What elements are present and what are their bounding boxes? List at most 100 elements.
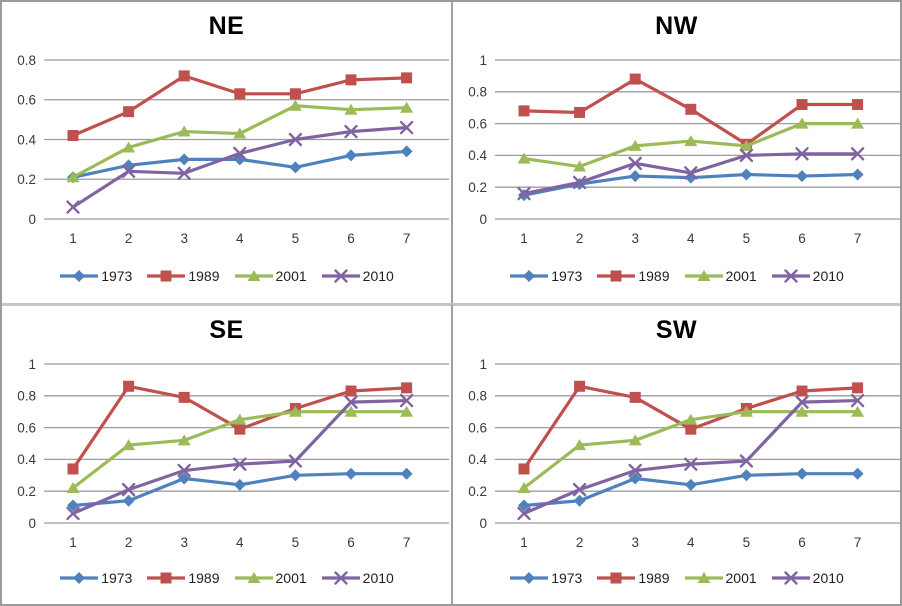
series-marker-x <box>344 395 358 409</box>
x-tick-label: 6 <box>347 535 355 550</box>
series-marker-x <box>572 482 587 497</box>
x-tick-label: 5 <box>743 535 751 550</box>
series-marker-square <box>685 103 697 115</box>
series-marker-x <box>66 506 80 521</box>
series-marker-x <box>739 454 754 468</box>
chart-plot-nw: 0 0.2 0.4 0.6 0.8 1 1 2 3 4 5 6 7 <box>468 53 900 246</box>
series-marker-square <box>67 463 79 475</box>
series-marker-triangle <box>66 171 80 183</box>
series-marker-triangle <box>739 405 753 417</box>
legend-item-1973: 1973 <box>509 570 582 586</box>
series-marker-triangle <box>344 103 358 115</box>
series-marker-x <box>684 166 698 180</box>
series-marker-triangle <box>697 572 710 583</box>
series-marker-square <box>123 106 135 118</box>
series-marker-x <box>399 120 414 135</box>
x-tick-label: 1 <box>520 535 528 550</box>
series-marker-x <box>572 175 587 190</box>
series-marker-diamond <box>796 467 808 480</box>
y-tick-label: 0.4 <box>17 452 36 467</box>
series-marker-triangle <box>739 139 753 151</box>
series-marker-square <box>178 391 190 403</box>
series-marker-triangle <box>122 141 136 153</box>
legend-item-1989: 1989 <box>146 268 220 284</box>
legend-swatch-triangle-icon <box>234 572 273 583</box>
y-tick-label: 0 <box>28 516 36 531</box>
y-tick-label: 0.6 <box>468 116 487 131</box>
legend-label: 1989 <box>638 267 670 284</box>
chart-title-sw: SW <box>655 316 698 344</box>
series-marker-triangle <box>573 160 587 172</box>
x-tick-label: 4 <box>236 535 244 550</box>
legend-swatch-square-icon <box>147 270 186 281</box>
legend-swatch-triangle-icon <box>234 269 273 281</box>
series-marker-triangle <box>177 434 191 446</box>
series-marker-x <box>850 393 865 408</box>
x-tick-label: 3 <box>631 231 639 246</box>
series-marker-square <box>178 70 190 82</box>
legend-item-2001: 2001 <box>684 268 757 284</box>
series-marker-square <box>518 463 530 475</box>
y-tick-label: 0.2 <box>468 180 487 195</box>
series-marker-x <box>517 506 531 521</box>
series-marker-square <box>852 382 864 394</box>
series-marker-diamond <box>684 478 697 491</box>
chart-plot-se: 0 0.2 0.4 0.6 0.8 1 1 2 3 4 5 6 7 <box>17 357 449 550</box>
chart-title-ne: NE <box>208 12 245 40</box>
x-tick-label: 6 <box>798 231 806 246</box>
legend-label: 2001 <box>275 267 307 284</box>
series-marker-square <box>401 72 413 84</box>
series-marker-triangle <box>628 434 642 446</box>
series-marker-square <box>685 423 697 435</box>
x-tick-label: 4 <box>687 231 695 246</box>
series-marker-diamond <box>740 168 753 181</box>
chart-title-nw: NW <box>655 12 698 40</box>
chart-title-se: SE <box>209 316 244 344</box>
y-tick-label: 0.2 <box>17 484 36 499</box>
legend-item-1989: 1989 <box>146 570 220 586</box>
series-marker-diamond <box>345 467 357 480</box>
series-marker-diamond <box>233 478 246 491</box>
legend-item-2010: 2010 <box>771 268 844 284</box>
series-marker-square <box>67 130 79 142</box>
legend-label: 2001 <box>725 267 757 284</box>
series-marker-x <box>288 454 303 468</box>
legend-label: 2010 <box>362 570 394 586</box>
legend-swatch-triangle-icon <box>684 269 723 281</box>
legend-item-1973: 1973 <box>509 268 582 284</box>
legend-label: 1973 <box>551 570 583 586</box>
legend-swatch-diamond-icon <box>510 269 549 282</box>
series-marker-diamond <box>345 149 357 162</box>
series-marker-diamond <box>740 469 753 482</box>
series-marker-x <box>121 164 136 178</box>
x-tick-label: 1 <box>69 231 77 246</box>
y-tick-label: 0.6 <box>468 420 487 435</box>
x-tick-label: 6 <box>347 231 355 246</box>
series-marker-x <box>233 146 247 161</box>
x-tick-label: 3 <box>180 535 188 550</box>
series-marker-triangle <box>795 405 809 417</box>
y-tick-label: 0.6 <box>17 93 36 108</box>
series-marker-diamond <box>573 494 586 507</box>
legend-label: 2001 <box>725 570 757 586</box>
legend-label: 2010 <box>812 267 844 284</box>
chart-legend-sw: 1973 1989 2001 2010 <box>453 558 900 604</box>
legend-label: 1989 <box>188 570 220 586</box>
series-marker-x <box>517 186 531 201</box>
series-marker-triangle <box>851 405 865 417</box>
y-tick-label: 1 <box>28 357 36 372</box>
series-marker-triangle <box>851 117 865 129</box>
x-tick-label: 3 <box>180 231 188 246</box>
legend-label: 2010 <box>362 267 394 284</box>
legend-item-2010: 2010 <box>321 268 394 284</box>
legend-item-2001: 2001 <box>234 268 307 284</box>
x-tick-label: 2 <box>125 535 133 550</box>
legend-item-2010: 2010 <box>771 570 844 586</box>
y-tick-label: 0.8 <box>17 53 36 68</box>
series-marker-x <box>399 393 414 408</box>
y-tick-label: 0.4 <box>468 148 487 163</box>
series-marker-triangle <box>684 135 698 147</box>
chart-legend-nw: 1973 1989 2001 2010 <box>453 254 900 303</box>
y-tick-label: 0.4 <box>468 452 487 467</box>
